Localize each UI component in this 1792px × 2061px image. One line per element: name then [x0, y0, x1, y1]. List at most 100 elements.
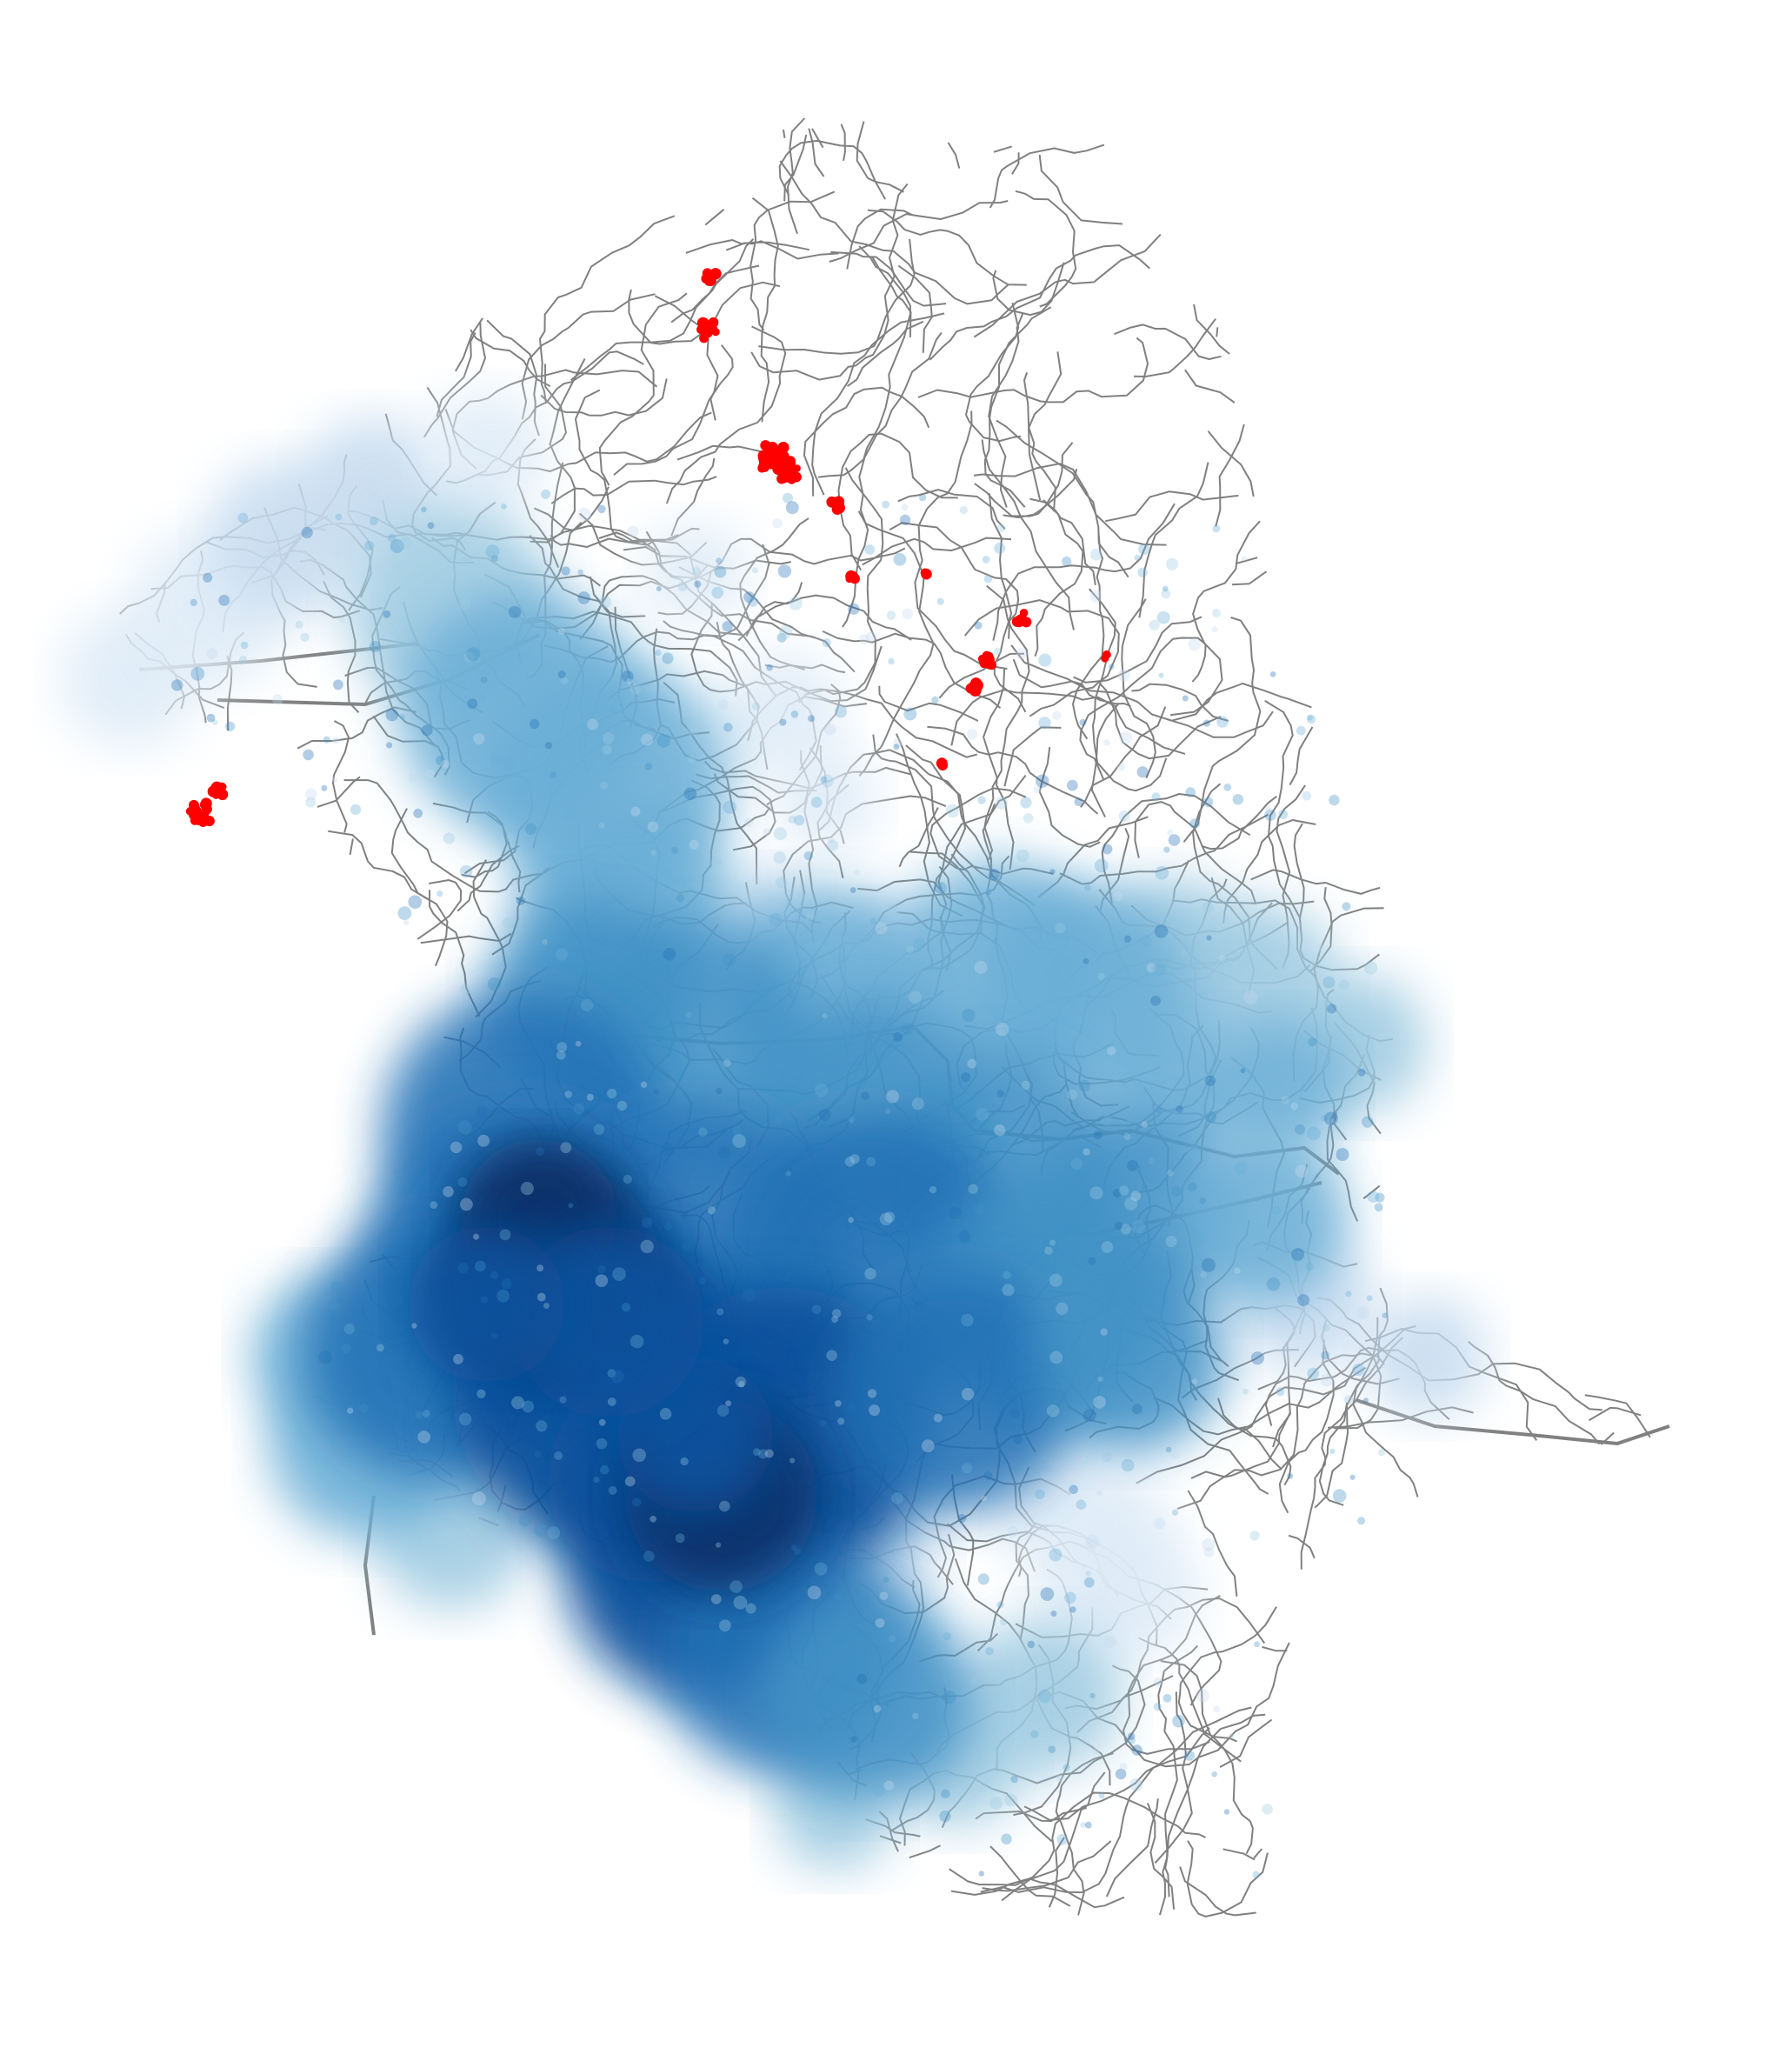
heat-speck	[1202, 797, 1214, 808]
heat-speck	[1156, 610, 1170, 624]
heat-speck	[1136, 766, 1149, 778]
heat-speck	[1058, 935, 1070, 948]
heat-speck	[794, 1548, 802, 1556]
heat-speck	[171, 679, 183, 691]
road-segment	[897, 489, 1006, 530]
road-segment	[856, 121, 904, 193]
heat-speck	[598, 1418, 606, 1426]
road-segment	[455, 317, 483, 372]
heat-speck	[655, 649, 662, 657]
road-segment	[803, 386, 930, 497]
heat-speck	[811, 1304, 822, 1315]
heat-speck	[1148, 1157, 1156, 1165]
heat-speck	[1202, 719, 1210, 727]
road-segment	[878, 685, 979, 722]
heat-speck	[1307, 1367, 1320, 1380]
heat-speck	[931, 696, 939, 704]
heat-speck	[919, 494, 927, 502]
heat-speck	[893, 737, 903, 748]
heat-speck	[1322, 976, 1336, 989]
heat-speck	[1307, 1126, 1321, 1141]
heat-speck	[1066, 779, 1078, 791]
heat-speck	[1001, 1833, 1012, 1845]
heat-speck	[607, 1088, 617, 1099]
heat-speck	[778, 625, 793, 639]
heat-speck	[518, 1514, 531, 1527]
heat-speck	[815, 1084, 829, 1097]
heat-speck	[977, 796, 986, 804]
heat-speck	[922, 1439, 935, 1452]
road-segment	[1314, 1402, 1349, 1509]
heat-speck	[777, 564, 792, 578]
heat-speck	[821, 1192, 829, 1201]
heat-speck	[550, 771, 556, 778]
heat-speck	[568, 1203, 574, 1209]
road-segment	[992, 262, 1065, 317]
density-heat-layer	[61, 391, 1487, 1878]
heat-speck	[1030, 1730, 1039, 1738]
heat-speck	[557, 627, 565, 635]
heat-speck	[810, 797, 823, 808]
road-segment	[429, 890, 481, 1017]
heat-blob	[426, 391, 548, 513]
heat-speck	[1101, 1241, 1114, 1253]
heat-speck	[597, 504, 606, 514]
road-segment	[917, 337, 1149, 404]
heat-speck	[1108, 664, 1115, 670]
road-segment	[787, 117, 806, 235]
heat-speck	[387, 533, 396, 543]
road-segment	[1160, 1660, 1254, 1855]
heat-speck	[1131, 1220, 1146, 1234]
heat-speck	[982, 864, 989, 870]
heat-speck	[632, 1497, 642, 1507]
heat-speck	[641, 733, 654, 746]
heat-speck	[1234, 1267, 1241, 1274]
heat-speck	[821, 774, 834, 788]
heat-speck	[556, 1042, 568, 1052]
heat-speck	[733, 1595, 748, 1610]
heat-speck	[986, 890, 992, 896]
heat-speck	[1129, 1778, 1143, 1791]
heat-speck	[536, 1147, 545, 1157]
heat-speck	[999, 1617, 1008, 1626]
heat-speck	[1200, 1271, 1207, 1278]
heat-speck	[1191, 1378, 1198, 1384]
heat-speck	[1254, 1641, 1260, 1648]
heat-speck	[1080, 1822, 1086, 1828]
road-segment	[1278, 1339, 1335, 1514]
heat-speck	[1098, 1792, 1105, 1799]
heat-speck	[1264, 809, 1276, 821]
heat-speck	[643, 1551, 655, 1562]
heat-speck	[1127, 1732, 1136, 1740]
heat-blob	[1035, 1261, 1226, 1452]
heat-speck	[547, 1526, 561, 1539]
heat-speck	[822, 1013, 828, 1019]
highlight-point	[845, 574, 854, 584]
heat-speck	[1362, 1397, 1369, 1404]
heat-speck	[1123, 935, 1132, 944]
heat-speck	[206, 648, 218, 660]
road-segment	[1114, 323, 1222, 360]
heat-speck	[974, 621, 983, 630]
heat-speck	[1004, 1793, 1018, 1807]
heat-speck	[773, 1114, 783, 1124]
heat-speck	[573, 1103, 585, 1115]
heat-speck	[886, 903, 898, 915]
heat-speck	[561, 566, 570, 576]
road-segment	[983, 306, 1052, 508]
road-segment	[980, 1727, 1210, 1894]
heat-speck	[621, 1303, 631, 1312]
heat-speck	[1120, 1224, 1131, 1235]
heat-speck	[1130, 1191, 1141, 1202]
heat-speck	[206, 713, 216, 723]
road-segment	[1105, 1798, 1159, 1898]
road-segment	[1588, 1406, 1642, 1422]
road-segment	[949, 1791, 1206, 1886]
road-segment	[783, 129, 786, 138]
highlight-point	[832, 497, 841, 506]
heat-speck	[1050, 1611, 1057, 1617]
highlight-point	[972, 679, 983, 691]
heat-speck	[958, 1231, 971, 1243]
heat-speck	[1009, 1408, 1021, 1419]
heat-speck	[723, 1338, 729, 1344]
